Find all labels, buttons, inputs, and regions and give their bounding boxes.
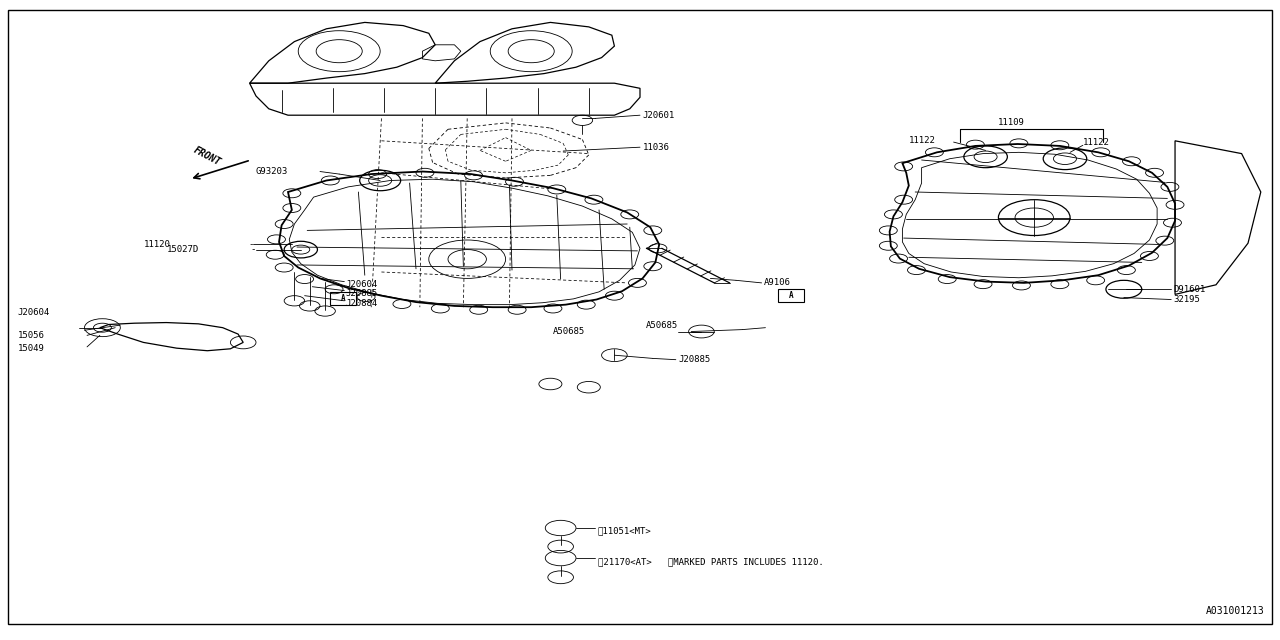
Text: A: A xyxy=(788,291,794,300)
Text: J20601: J20601 xyxy=(643,111,675,120)
Text: A50685: A50685 xyxy=(553,327,585,336)
Text: 15056: 15056 xyxy=(18,331,45,340)
Text: A9106: A9106 xyxy=(764,278,791,287)
Text: 11122: 11122 xyxy=(1083,138,1110,147)
Text: A50685: A50685 xyxy=(646,321,678,330)
Text: -: - xyxy=(251,245,256,254)
Text: 11120: 11120 xyxy=(143,240,170,249)
Text: J20884: J20884 xyxy=(346,299,378,308)
Text: A: A xyxy=(340,294,346,303)
Text: 11122: 11122 xyxy=(909,136,936,145)
Text: J20885: J20885 xyxy=(346,289,378,298)
Text: A031001213: A031001213 xyxy=(1206,606,1265,616)
Text: J20885: J20885 xyxy=(678,355,710,364)
Text: ※21170<AT>   ※MARKED PARTS INCLUDES 11120.: ※21170<AT> ※MARKED PARTS INCLUDES 11120. xyxy=(598,557,823,566)
Text: 11109: 11109 xyxy=(998,118,1024,127)
Text: J20604: J20604 xyxy=(18,308,50,317)
Text: G93203: G93203 xyxy=(256,167,288,176)
Text: 15027D: 15027D xyxy=(166,245,198,254)
Text: 11036: 11036 xyxy=(643,143,669,152)
Text: FRONT: FRONT xyxy=(192,145,223,168)
Text: -: - xyxy=(248,240,253,249)
Text: J20604: J20604 xyxy=(346,280,378,289)
Text: D91601: D91601 xyxy=(1174,285,1206,294)
Text: 15049: 15049 xyxy=(18,344,45,353)
Text: ※11051<MT>: ※11051<MT> xyxy=(598,527,652,536)
Text: 32195: 32195 xyxy=(1174,295,1201,304)
